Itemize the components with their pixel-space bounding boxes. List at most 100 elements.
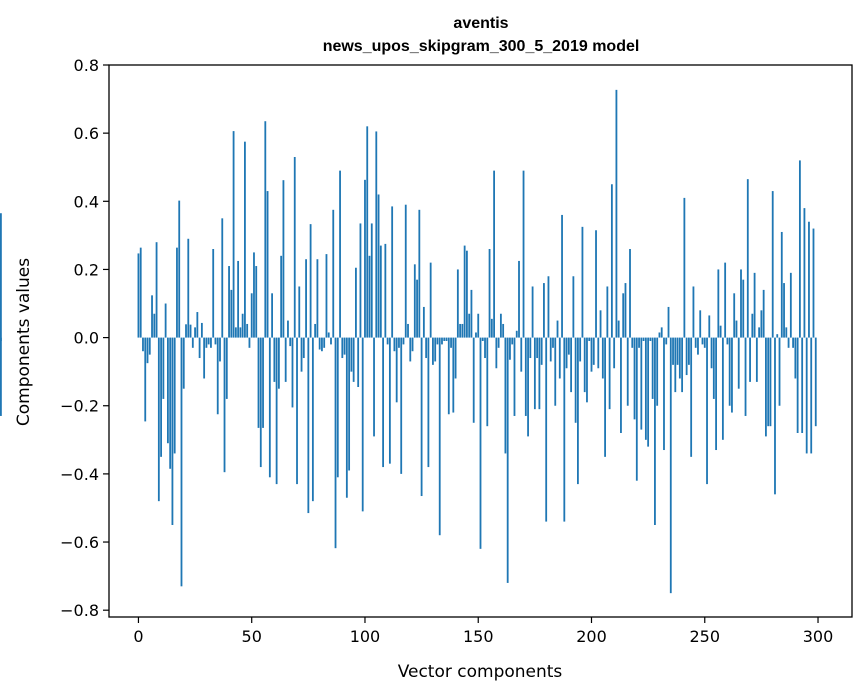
bar — [391, 206, 394, 338]
bar — [350, 337, 353, 372]
bar — [429, 262, 432, 338]
bar — [361, 337, 364, 512]
bar — [219, 337, 221, 362]
bar — [234, 327, 237, 338]
bar — [712, 337, 715, 399]
bar — [332, 209, 335, 338]
bar — [404, 204, 407, 338]
bar — [647, 337, 650, 447]
bar — [144, 337, 147, 422]
bar — [189, 324, 192, 338]
bar — [728, 337, 731, 406]
bar — [486, 337, 489, 427]
bar — [425, 337, 428, 359]
y-tick-label: 0.8 — [74, 56, 99, 75]
bar — [635, 337, 638, 481]
bar — [536, 337, 539, 359]
bar — [137, 253, 140, 338]
bar — [556, 320, 559, 338]
bar — [590, 337, 593, 372]
chart-subtitle: news_upos_skipgram_300_5_2019 model — [323, 38, 640, 55]
bar — [681, 337, 684, 393]
bar — [212, 249, 215, 338]
bar — [699, 310, 702, 338]
bar — [484, 337, 486, 359]
bar — [588, 337, 591, 341]
bar — [273, 337, 276, 382]
bar — [629, 249, 631, 338]
bar — [139, 247, 142, 338]
bar — [203, 337, 206, 379]
bar — [171, 337, 174, 525]
bar — [495, 337, 498, 369]
bar — [778, 337, 781, 406]
bar — [808, 221, 810, 338]
bar — [586, 337, 588, 403]
bar — [416, 279, 418, 338]
bar — [746, 179, 749, 338]
bar — [441, 337, 443, 345]
bar — [735, 320, 738, 338]
bar — [452, 337, 455, 413]
bar — [160, 337, 162, 457]
bar — [771, 191, 774, 338]
bar — [395, 337, 398, 403]
bar — [688, 337, 690, 365]
bar — [721, 337, 724, 440]
bar — [302, 337, 305, 359]
bar — [543, 283, 545, 338]
bar — [246, 323, 249, 338]
x-tick-label: 150 — [463, 627, 494, 646]
bar — [656, 337, 659, 406]
bar — [169, 337, 172, 469]
bar — [552, 337, 554, 348]
bar — [311, 337, 314, 502]
y-tick-label: −0.4 — [60, 465, 99, 484]
bar — [336, 337, 339, 478]
bar — [287, 320, 289, 338]
bar — [574, 337, 577, 423]
bar — [341, 337, 344, 359]
bar — [398, 337, 400, 348]
x-axis-label: Vector components — [398, 662, 563, 682]
bar — [794, 337, 797, 379]
bar — [445, 337, 448, 341]
bar — [762, 289, 765, 338]
bar — [522, 170, 525, 338]
bar — [241, 313, 244, 338]
bar — [325, 254, 328, 338]
bar — [642, 337, 645, 341]
bar — [330, 337, 332, 345]
bar — [787, 337, 790, 348]
bar — [255, 266, 258, 338]
bar — [355, 267, 357, 338]
bar — [157, 337, 160, 502]
bar — [604, 337, 606, 457]
bar — [447, 337, 450, 415]
bar — [223, 337, 226, 473]
bar — [692, 286, 695, 338]
bar — [717, 269, 720, 338]
bar — [690, 337, 693, 457]
bar — [239, 327, 242, 338]
bar — [606, 286, 609, 338]
bar — [271, 293, 273, 338]
bar — [694, 337, 697, 348]
x-tick-label: 250 — [689, 627, 720, 646]
bar — [685, 337, 688, 376]
bar — [561, 214, 563, 338]
bar — [475, 332, 477, 338]
bar — [339, 170, 341, 338]
bar — [200, 322, 203, 338]
bar — [504, 337, 507, 454]
bar — [318, 337, 321, 350]
bar — [237, 260, 240, 338]
bar — [803, 208, 806, 338]
bar — [520, 337, 523, 372]
bar — [760, 310, 763, 338]
bar — [531, 286, 534, 338]
bar — [776, 334, 779, 338]
bar — [683, 197, 686, 338]
bar — [511, 337, 514, 345]
